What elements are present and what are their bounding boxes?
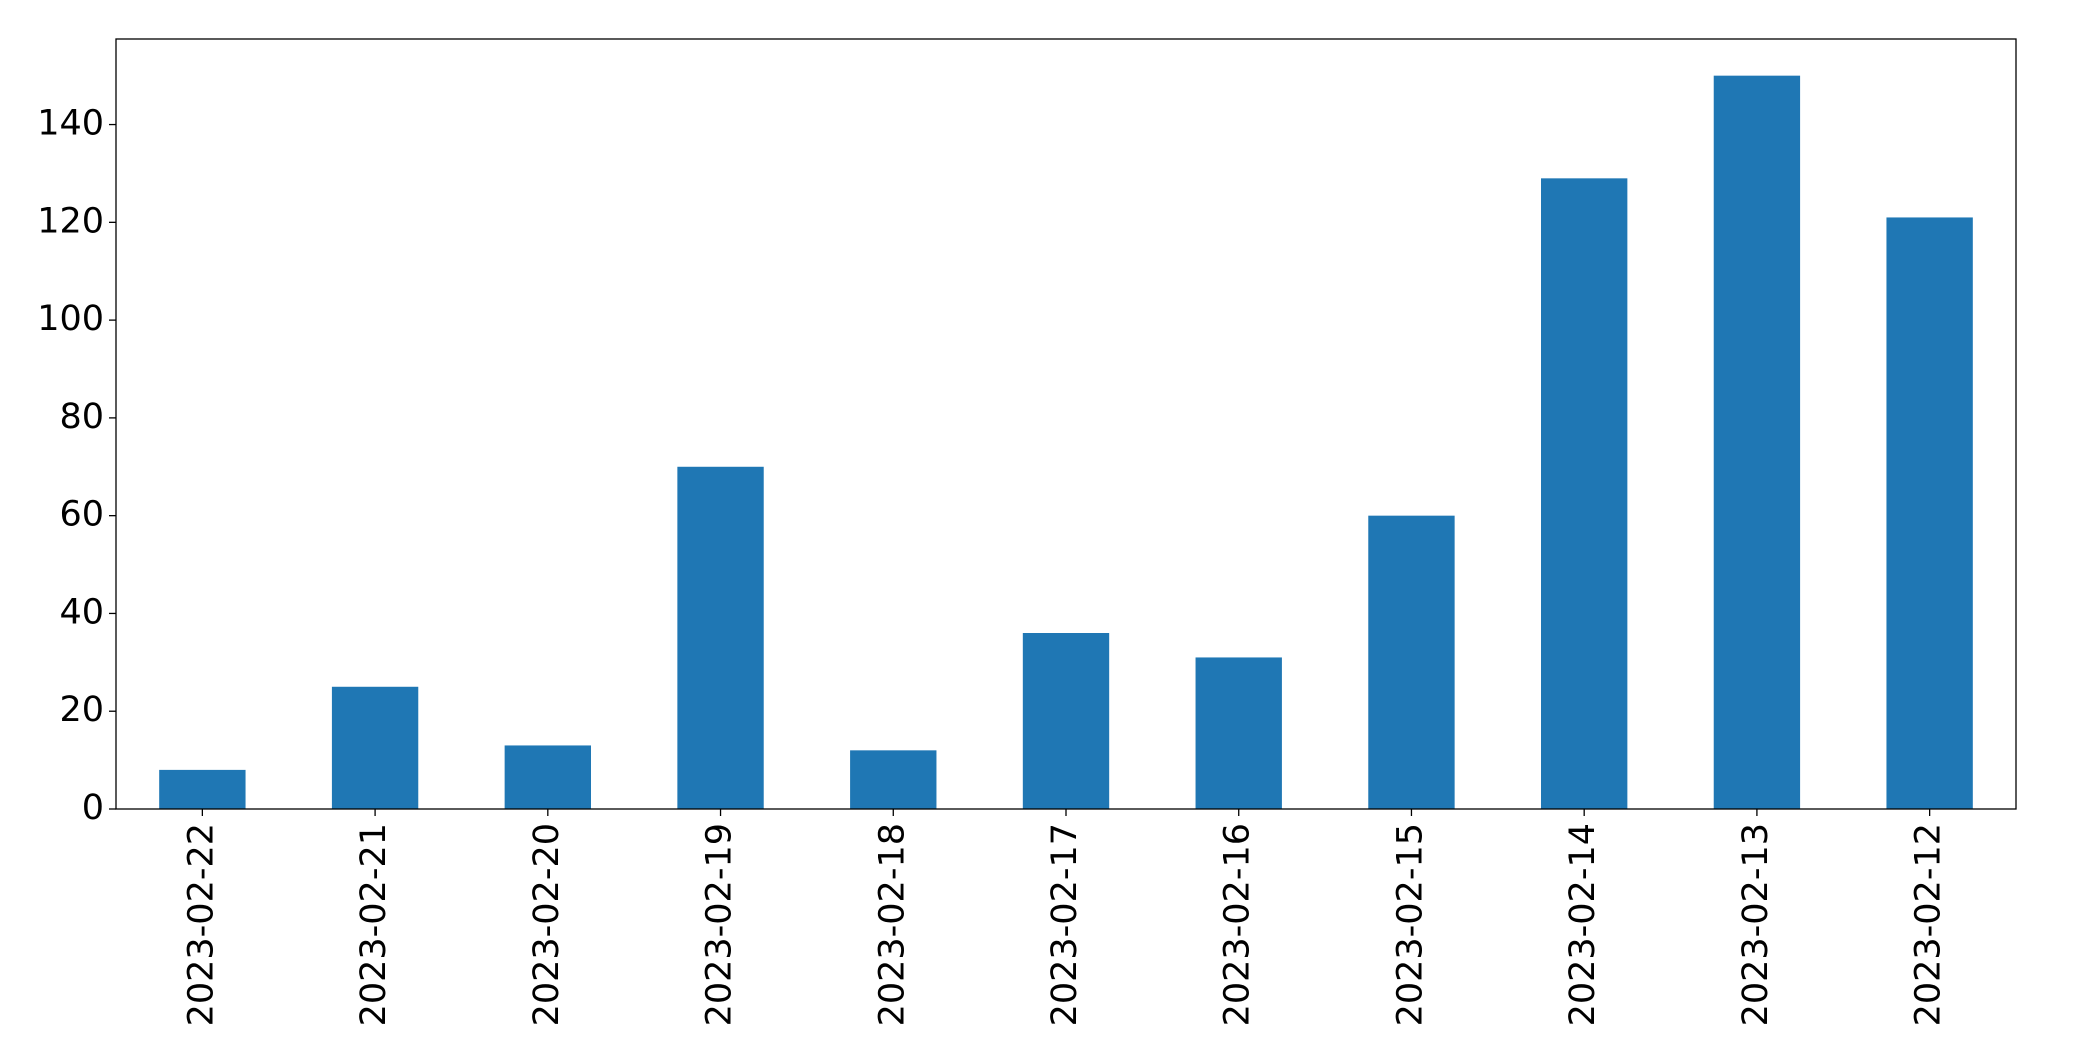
x-tick-label: 2023-02-21 [354, 823, 394, 1026]
x-tick-label: 2023-02-20 [527, 823, 567, 1026]
bar [1368, 515, 1455, 809]
y-tick-label: 120 [37, 201, 104, 241]
x-tick-label: 2023-02-16 [1218, 823, 1258, 1026]
y-tick-label: 40 [59, 592, 104, 632]
bar [850, 750, 937, 809]
x-tick-label: 2023-02-19 [700, 823, 740, 1026]
x-tick-label: 2023-02-22 [181, 823, 221, 1026]
plot-frame [115, 38, 2017, 810]
y-tick-label: 80 [59, 397, 104, 437]
y-tick-label: 100 [37, 299, 104, 339]
bar [677, 466, 764, 809]
x-tick-label: 2023-02-15 [1390, 823, 1430, 1026]
bar [1541, 178, 1628, 810]
bar [1195, 657, 1282, 809]
bar [159, 769, 246, 809]
y-tick-label: 140 [37, 104, 104, 144]
x-tick-label: 2023-02-18 [872, 823, 912, 1026]
x-tick-label: 2023-02-13 [1736, 823, 1776, 1026]
y-tick-label: 0 [82, 788, 104, 828]
y-tick-label: 60 [59, 495, 104, 535]
x-tick-label: 2023-02-17 [1045, 823, 1085, 1026]
x-tick-label: 2023-02-14 [1563, 823, 1603, 1026]
bar [331, 686, 419, 809]
bar [504, 745, 591, 809]
bar [1886, 217, 1973, 809]
y-tick-label: 20 [59, 690, 104, 730]
bar [1713, 75, 1801, 809]
x-tick-label: 2023-02-12 [1909, 823, 1949, 1026]
bar [1022, 633, 1110, 809]
